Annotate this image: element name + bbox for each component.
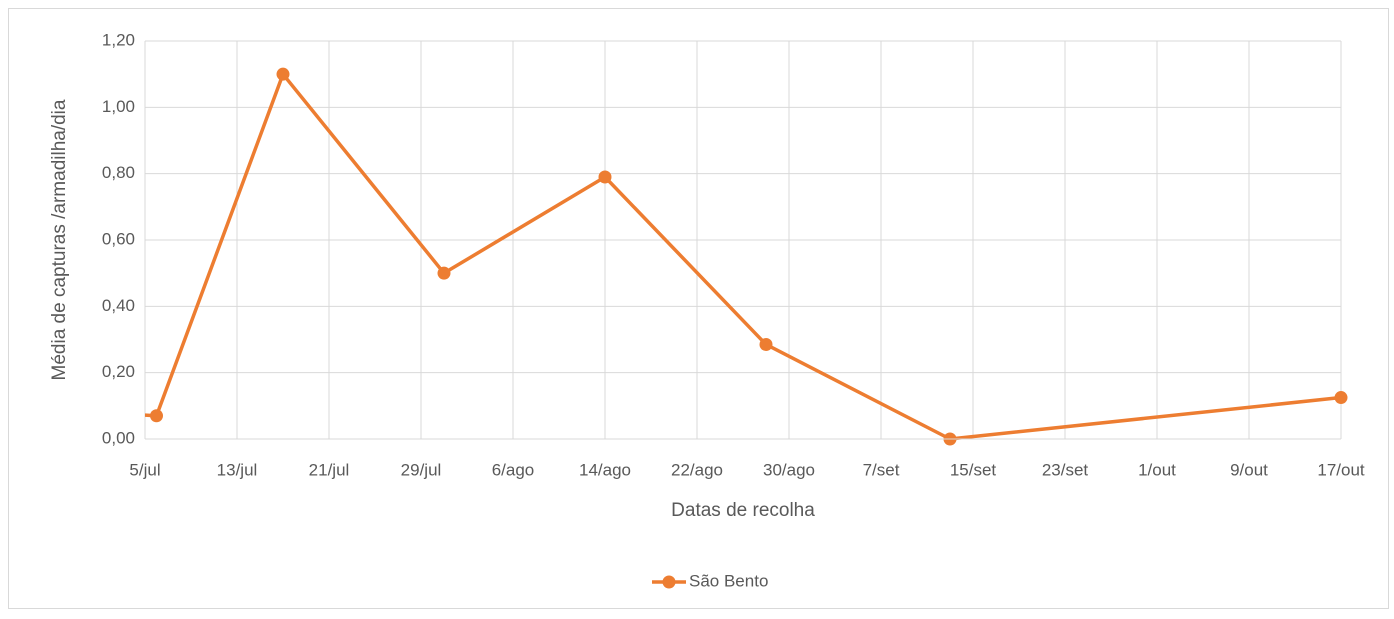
- legend-label: São Bento: [689, 571, 768, 590]
- x-tick-label: 23/set: [1042, 460, 1089, 479]
- data-point: [276, 67, 290, 81]
- data-point: [150, 409, 163, 423]
- x-tick-label: 14/ago: [579, 460, 631, 479]
- x-tick-label: 13/jul: [217, 460, 258, 479]
- y-tick-label: 0,00: [102, 428, 135, 447]
- plot-area: [145, 67, 1348, 446]
- y-tick-label: 0,20: [102, 362, 135, 381]
- data-point: [437, 266, 451, 280]
- y-tick-label: 0,60: [102, 229, 135, 248]
- x-tick-label: 5/jul: [129, 460, 160, 479]
- x-tick-label: 7/set: [863, 460, 900, 479]
- x-tick-label: 6/ago: [492, 460, 535, 479]
- data-point: [759, 337, 773, 351]
- chart-border: [8, 8, 1389, 609]
- x-tick-label: 9/out: [1230, 460, 1268, 479]
- x-axis-label: Datas de recolha: [671, 500, 815, 521]
- x-tick-label: 21/jul: [309, 460, 350, 479]
- x-tick-label: 22/ago: [671, 460, 723, 479]
- x-tick-label: 29/jul: [401, 460, 442, 479]
- y-axis-label: Média de capturas /armadilha/dia: [49, 99, 70, 380]
- legend-marker: [662, 575, 676, 589]
- y-tick-label: 1,20: [102, 30, 135, 49]
- x-tick-label: 1/out: [1138, 460, 1176, 479]
- x-tick-label: 30/ago: [763, 460, 815, 479]
- series-line: [145, 72, 1342, 441]
- x-tick-label: 15/set: [950, 460, 997, 479]
- data-point: [1334, 391, 1348, 405]
- data-point: [598, 170, 612, 184]
- x-tick-label: 17/out: [1317, 460, 1365, 479]
- y-tick-label: 0,80: [102, 163, 135, 182]
- y-tick-label: 1,00: [102, 97, 135, 116]
- y-tick-label: 0,40: [102, 296, 135, 315]
